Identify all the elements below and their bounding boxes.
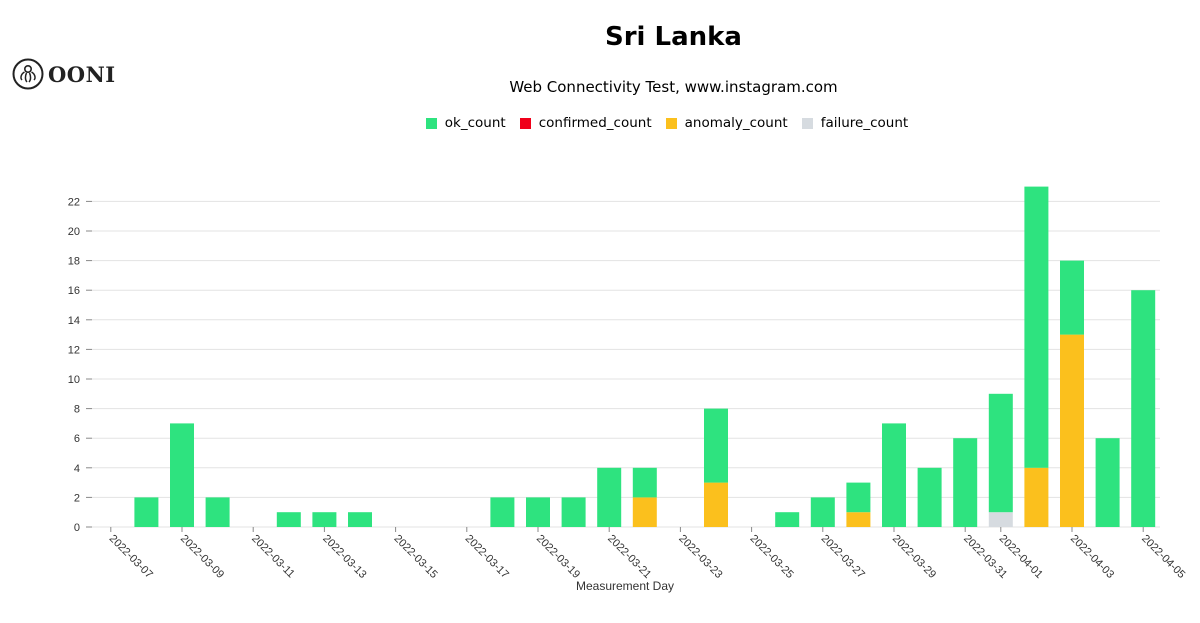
legend-item-confirmed[interactable]: confirmed_count [519, 115, 652, 131]
y-tick-label-22: 22 [68, 196, 80, 208]
x-tick-label-2022-03-07: 2022-03-07 [107, 533, 155, 581]
x-tick-label-2022-03-09: 2022-03-09 [178, 533, 226, 581]
bar-ok_count-2022-04-04 [1095, 438, 1120, 527]
y-tick-label-8: 8 [74, 404, 80, 416]
y-tick-label-14: 14 [68, 315, 80, 327]
chart-subtitle: Web Connectivity Test, www.instagram.com [509, 78, 838, 96]
x-tick-label-2022-03-29: 2022-03-29 [890, 533, 938, 581]
bar-ok_count-2022-03-09 [170, 423, 194, 527]
bar-anomaly_count-2022-04-02 [1024, 467, 1049, 527]
legend-item-anomaly[interactable]: anomaly_count [665, 115, 788, 131]
x-tick-label-2022-03-15: 2022-03-15 [391, 533, 439, 581]
x-tick-label-2022-03-25: 2022-03-25 [747, 533, 795, 581]
logo-text: OONI [48, 61, 116, 87]
bar-ok_count-2022-03-20 [561, 497, 586, 527]
y-tick-label-10: 10 [68, 374, 80, 386]
bar-ok_count-2022-03-10 [205, 497, 230, 527]
bar-anomaly_count-2022-03-24 [704, 482, 728, 527]
ok-swatch [425, 117, 437, 129]
x-tick-label-2022-03-17: 2022-03-17 [463, 533, 511, 581]
bar-ok_count-2022-03-28 [846, 482, 871, 513]
bar-ok_count-2022-03-26 [775, 512, 800, 527]
bar-anomaly_count-2022-03-22 [632, 497, 657, 527]
bar-ok_count-2022-03-21 [597, 467, 622, 527]
bar-ok_count-2022-03-08 [134, 497, 159, 527]
confirmed-swatch [519, 117, 531, 129]
legend-label-anomaly: anomaly_count [684, 115, 788, 131]
x-tick-label-2022-03-21: 2022-03-21 [605, 533, 653, 581]
x-tick-label-2022-03-11: 2022-03-11 [249, 533, 297, 581]
x-tick-label-2022-03-27: 2022-03-27 [819, 533, 867, 581]
x-tick-label-2022-03-13: 2022-03-13 [320, 533, 368, 581]
x-tick-label-2022-04-05: 2022-04-05 [1139, 533, 1187, 581]
bar-anomaly_count-2022-04-03 [1060, 334, 1084, 527]
y-tick-label-4: 4 [74, 463, 80, 475]
bar-ok_count-2022-04-01 [988, 393, 1013, 513]
bar-ok_count-2022-03-12 [276, 512, 301, 527]
bar-ok_count-2022-03-24 [704, 408, 728, 483]
bar-ok_count-2022-04-05 [1131, 290, 1156, 527]
anomaly-swatch [665, 117, 677, 129]
bar-ok_count-2022-03-31 [953, 438, 978, 527]
x-tick-label-2022-04-03: 2022-04-03 [1068, 533, 1116, 581]
legend-label-ok: ok_count [444, 115, 506, 131]
x-tick-label-2022-03-19: 2022-03-19 [534, 533, 582, 581]
x-tick-label-2022-03-23: 2022-03-23 [676, 533, 724, 581]
y-tick-label-18: 18 [68, 256, 80, 268]
bar-ok_count-2022-03-19 [526, 497, 550, 527]
bar-ok_count-2022-04-03 [1060, 260, 1084, 335]
octopus-logo-icon [12, 58, 44, 90]
bar-ok_count-2022-03-27 [810, 497, 835, 527]
y-tick-label-2: 2 [74, 492, 80, 504]
bar-ok_count-2022-03-13 [312, 512, 337, 527]
bar-ok_count-2022-04-02 [1024, 186, 1049, 468]
bar-ok_count-2022-03-18 [490, 497, 515, 527]
legend-item-failure[interactable]: failure_count [801, 115, 909, 131]
y-tick-label-16: 16 [68, 285, 80, 297]
failure-swatch [801, 117, 813, 129]
y-tick-label-0: 0 [74, 522, 80, 534]
bar-anomaly_count-2022-03-28 [846, 512, 871, 527]
bar-ok_count-2022-03-22 [632, 467, 657, 498]
y-tick-label-6: 6 [74, 433, 80, 445]
bar-failure_count-2022-04-01 [988, 512, 1013, 527]
bar-ok_count-2022-03-30 [917, 467, 942, 527]
y-tick-label-12: 12 [68, 344, 80, 356]
y-tick-label-20: 20 [68, 226, 80, 238]
ooni-logo[interactable]: OONI [12, 58, 116, 90]
legend-label-failure: failure_count [820, 115, 909, 131]
legend-item-ok[interactable]: ok_count [425, 115, 506, 131]
x-axis-title: Measurement Day [576, 579, 674, 593]
bar-ok_count-2022-03-14 [348, 512, 372, 527]
chart-legend: ok_count confirmed_count anomaly_count f… [0, 115, 1200, 131]
bar-ok_count-2022-03-29 [882, 423, 906, 527]
chart-title: Sri Lanka [605, 22, 742, 52]
legend-label-confirmed: confirmed_count [538, 115, 652, 131]
